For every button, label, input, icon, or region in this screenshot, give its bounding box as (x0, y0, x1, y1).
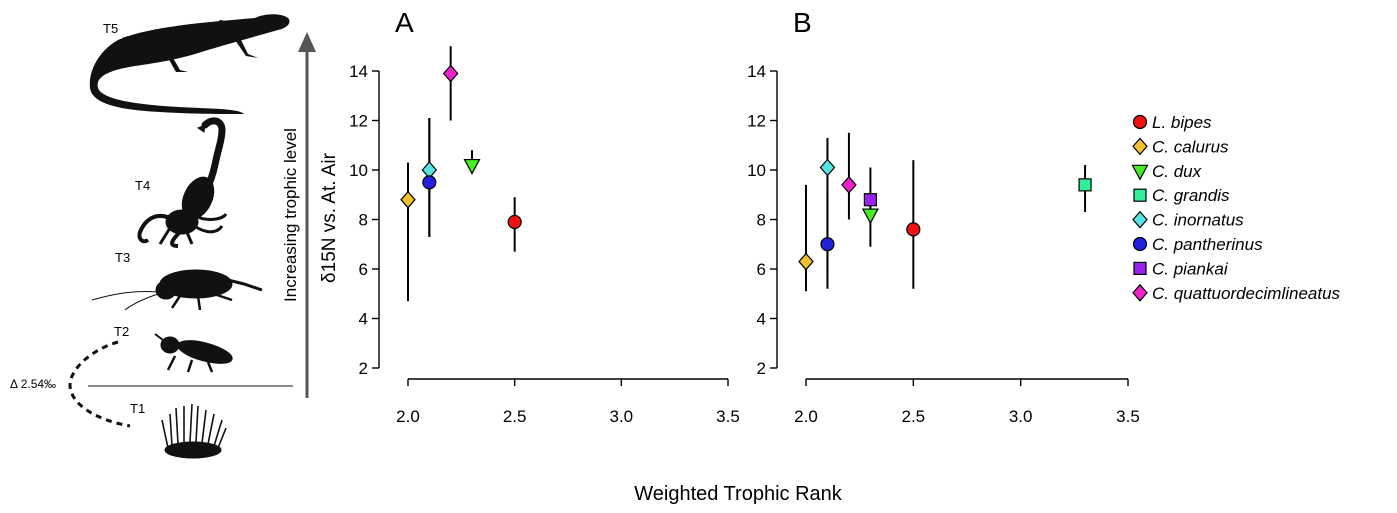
y-tick-label: 6 (757, 260, 766, 279)
delta-bracket (68, 340, 131, 428)
trophic-level-t2: T2 (114, 324, 129, 339)
beetle-silhouette (154, 333, 233, 373)
legend-label: L. bipes (1152, 113, 1212, 132)
legend-marker (1132, 210, 1148, 229)
data-point (798, 252, 814, 271)
legend-label: C. pantherinus (1152, 235, 1263, 254)
trophic-level-t4: T4 (135, 178, 150, 193)
data-point (463, 158, 481, 175)
cricket-silhouette (91, 269, 263, 311)
legend-label: C. quattuordecimlineatus (1152, 284, 1341, 303)
delta-label: Δ 2.54‰ (10, 377, 56, 391)
data-point (507, 214, 522, 230)
legend-item: L. bipes (1132, 113, 1212, 132)
x-tick-label: 3.0 (610, 407, 634, 426)
legend: L. bipes C. calurus C. dux C. grandis C. ino… (1131, 113, 1341, 303)
legend-marker (1131, 164, 1149, 181)
trophic-level-t1: T1 (130, 401, 145, 416)
x-tick-label: 2.0 (794, 407, 818, 426)
trophic-level-t5: T5 (103, 21, 118, 36)
y-tick-label: 12 (349, 112, 368, 131)
legend-item: C. piankai (1133, 259, 1229, 278)
plant-silhouette (161, 403, 227, 459)
data-point (819, 158, 836, 177)
x-axis-label: Weighted Trophic Rank (634, 483, 843, 505)
legend-marker (1132, 283, 1148, 302)
data-point (1078, 178, 1092, 192)
legend-label: C. piankai (1152, 259, 1229, 278)
data-point (861, 208, 879, 225)
y-axis-label: δ15N vs. At. Air (319, 152, 340, 283)
y-tick-label: 12 (747, 112, 766, 131)
panel-a-label: A (395, 7, 414, 38)
y-tick-label: 8 (757, 211, 766, 230)
y-tick-label: 10 (349, 161, 368, 180)
y-tick-label: 6 (359, 260, 368, 279)
legend-label: C. grandis (1152, 186, 1230, 205)
y-tick-label: 4 (359, 310, 368, 329)
trophic-level-t3: T3 (115, 250, 130, 265)
legend-item: C. inornatus (1132, 210, 1244, 230)
panel-b-label: B (793, 7, 812, 38)
y-tick-label: 4 (757, 310, 766, 329)
lizard-silhouette (89, 14, 290, 114)
y-tick-label: 8 (359, 211, 368, 230)
legend-marker (1133, 261, 1147, 275)
legend-marker (1132, 137, 1148, 156)
trophic-illustration: T5 T4 T3 (10, 14, 316, 459)
y-tick-label: 2 (757, 359, 766, 378)
x-tick-label: 3.5 (716, 407, 740, 426)
x-tick-label: 2.5 (902, 407, 926, 426)
x-tick-label: 3.0 (1009, 407, 1033, 426)
data-point (841, 175, 857, 194)
x-tick-label: 2.0 (396, 407, 420, 426)
legend-item: C. grandis (1133, 186, 1230, 205)
y-tick-label: 14 (747, 62, 766, 81)
legend-item: C. pantherinus (1132, 235, 1263, 254)
x-tick-label: 3.5 (1116, 407, 1140, 426)
data-point (863, 193, 878, 207)
legend-marker (1132, 114, 1148, 130)
y-tick-label: 2 (359, 359, 368, 378)
data-point (906, 222, 921, 237)
legend-item: C. quattuordecimlineatus (1132, 283, 1341, 303)
data-point (422, 175, 437, 190)
legend-label: C. inornatus (1152, 211, 1244, 230)
scorpion-silhouette (137, 117, 228, 248)
y-tick-label: 14 (349, 62, 368, 81)
panel-a-chart: 2 4 6 8 10 12 14 2.0 2.5 3.0 3.5 (349, 46, 740, 426)
panel-b-chart: 2 4 6 8 10 12 14 2.0 2.5 3.0 3.5 (747, 62, 1140, 426)
legend-label: C. calurus (1152, 137, 1229, 156)
data-point (442, 64, 459, 83)
trophic-arrow-label: Increasing trophic level (281, 128, 300, 302)
legend-marker (1133, 188, 1147, 202)
x-tick-label: 2.5 (503, 407, 527, 426)
y-tick-label: 10 (747, 161, 766, 180)
data-point (400, 190, 416, 209)
data-point (820, 237, 835, 252)
legend-item: C. calurus (1132, 137, 1229, 156)
legend-marker (1132, 236, 1148, 252)
legend-item: C. dux (1131, 162, 1202, 181)
trophic-arrow-head-icon (298, 32, 316, 52)
legend-label: C. dux (1152, 162, 1202, 181)
